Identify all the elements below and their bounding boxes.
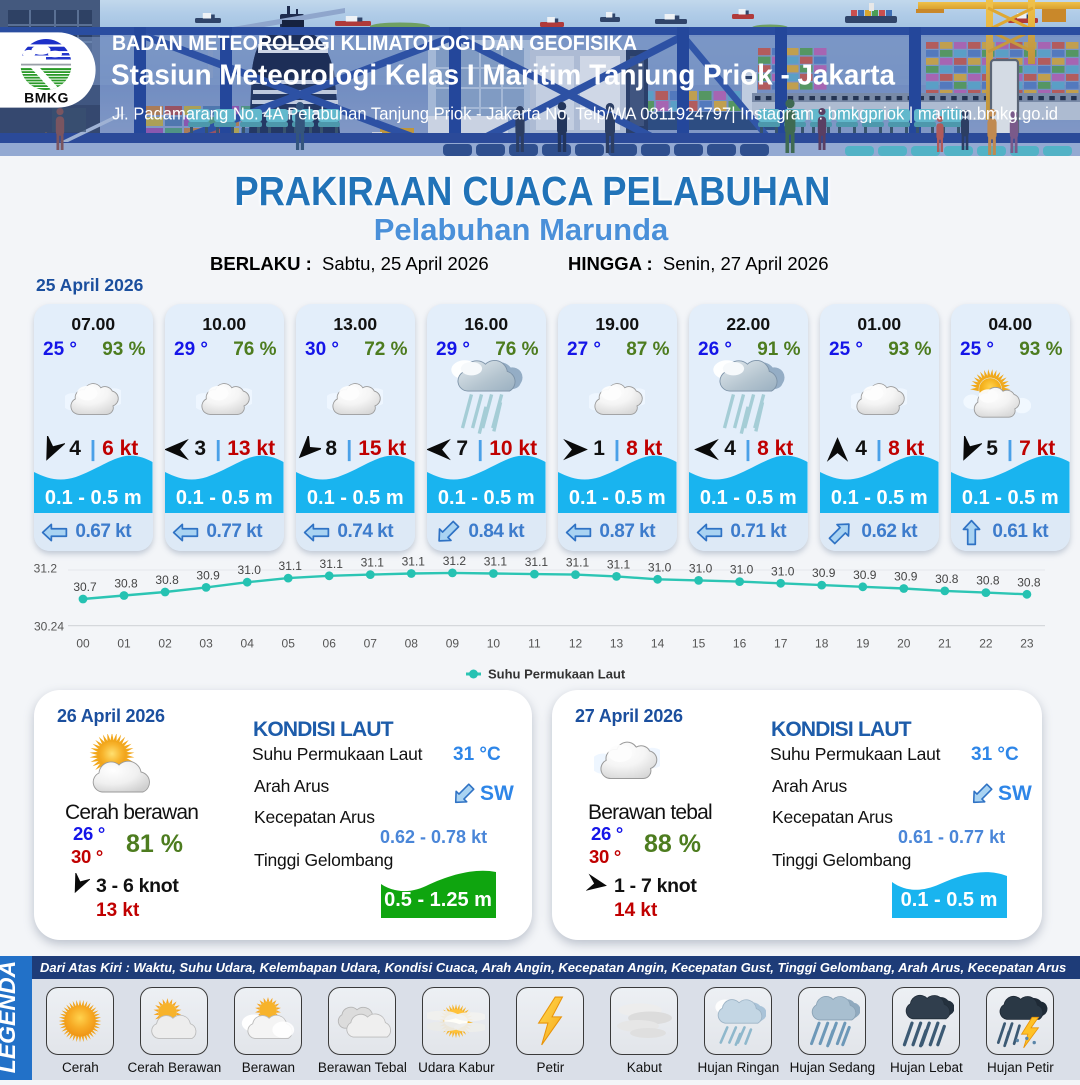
svg-text:30.8: 30.8 (155, 573, 179, 587)
svg-text:31.0: 31.0 (689, 561, 713, 575)
svg-text:31.0: 31.0 (648, 560, 672, 574)
svg-text:31.1: 31.1 (361, 556, 385, 570)
svg-text:21: 21 (938, 637, 952, 651)
svg-text:20: 20 (897, 637, 911, 651)
svg-text:31.1: 31.1 (566, 556, 590, 570)
svg-text:18: 18 (815, 637, 829, 651)
svg-text:31.0: 31.0 (238, 563, 262, 577)
svg-text:13: 13 (610, 637, 624, 651)
svg-text:31.2: 31.2 (443, 555, 467, 568)
svg-text:31.0: 31.0 (730, 563, 754, 577)
svg-text:31.1: 31.1 (484, 555, 508, 569)
svg-text:BMKG: BMKG (24, 90, 69, 106)
svg-text:30.9: 30.9 (853, 568, 877, 582)
svg-text:30.8: 30.8 (976, 574, 1000, 588)
svg-text:0.5 - 1.25 m: 0.5 - 1.25 m (384, 889, 492, 911)
svg-text:14: 14 (651, 637, 665, 651)
svg-text:Stasiun Meteorologi Kelas I Ma: Stasiun Meteorologi Kelas I Maritim Tanj… (111, 60, 896, 92)
svg-text:30.8: 30.8 (935, 572, 959, 586)
svg-text:30.9: 30.9 (196, 568, 220, 582)
svg-text:30.7: 30.7 (73, 580, 97, 594)
svg-text:31.1: 31.1 (402, 555, 426, 569)
svg-text:22: 22 (979, 637, 993, 651)
svg-text:31.0: 31.0 (771, 564, 795, 578)
svg-text:12: 12 (569, 637, 583, 651)
svg-text:31.1: 31.1 (279, 559, 303, 573)
svg-text:04: 04 (241, 637, 255, 651)
svg-text:08: 08 (405, 637, 419, 651)
svg-text:31.1: 31.1 (320, 557, 344, 571)
svg-text:LEGENDA: LEGENDA (0, 961, 20, 1073)
svg-text:30.8: 30.8 (1017, 575, 1041, 589)
svg-text:0.1 - 0.5 m: 0.1 - 0.5 m (901, 889, 998, 911)
svg-text:05: 05 (282, 637, 296, 651)
svg-text:16: 16 (733, 637, 747, 651)
svg-text:31.2: 31.2 (34, 562, 58, 576)
svg-text:Suhu Permukaan Laut: Suhu Permukaan Laut (488, 667, 626, 682)
svg-text:30.9: 30.9 (894, 570, 918, 584)
svg-text:06: 06 (323, 637, 337, 651)
svg-text:10: 10 (487, 637, 501, 651)
svg-text:Jl. Padamarang No. 4A Pelabuha: Jl. Padamarang No. 4A Pelabuhan Tanjung … (112, 104, 1058, 124)
svg-text:23: 23 (1020, 637, 1034, 651)
svg-text:31.1: 31.1 (607, 557, 631, 571)
svg-text:31.1: 31.1 (525, 555, 549, 569)
svg-text:07: 07 (364, 637, 378, 651)
svg-text:30.24: 30.24 (34, 620, 64, 634)
svg-text:02: 02 (158, 637, 172, 651)
svg-text:01: 01 (117, 637, 131, 651)
svg-text:17: 17 (774, 637, 788, 651)
svg-text:09: 09 (446, 637, 460, 651)
svg-text:30.9: 30.9 (812, 566, 836, 580)
svg-text:19: 19 (856, 637, 870, 651)
svg-text:15: 15 (692, 637, 706, 651)
svg-text:BADAN METEOROLOGI KLIMATOLOGI: BADAN METEOROLOGI KLIMATOLOGI DAN GEOFIS… (112, 32, 637, 55)
svg-text:11: 11 (528, 637, 541, 651)
svg-text:30.8: 30.8 (114, 577, 138, 591)
svg-text:03: 03 (199, 637, 213, 651)
svg-text:00: 00 (76, 637, 90, 651)
